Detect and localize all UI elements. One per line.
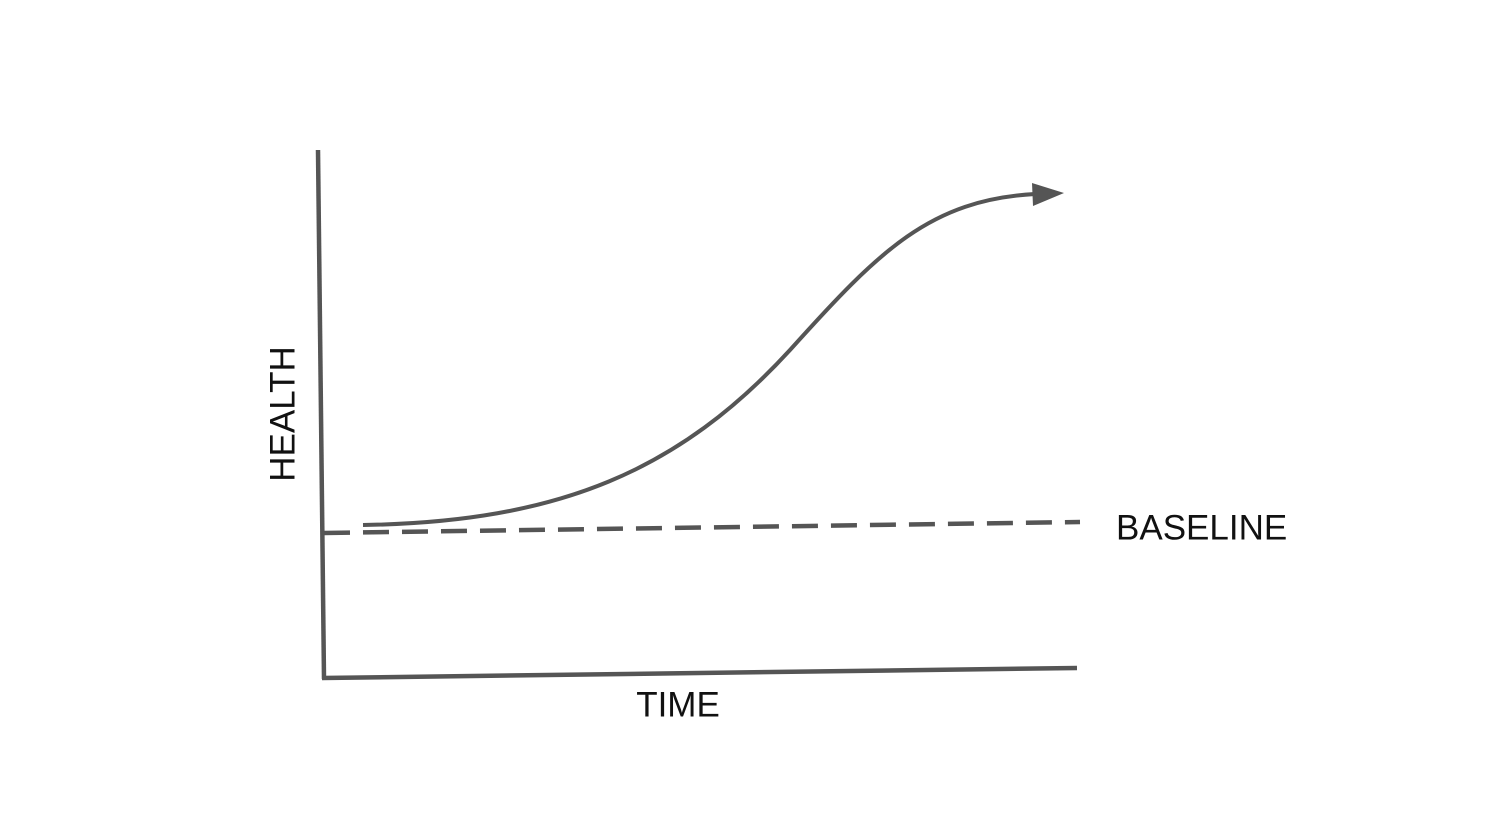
curve-arrowhead [1032, 183, 1064, 206]
health-curve [362, 192, 1036, 527]
y-axis [315, 149, 327, 680]
baseline-label: BASELINE [1116, 508, 1287, 547]
baseline-line [323, 519, 1081, 536]
x-axis-label: TIME [636, 685, 720, 724]
y-axis-label: HEALTH [263, 346, 302, 482]
x-axis [321, 665, 1078, 681]
